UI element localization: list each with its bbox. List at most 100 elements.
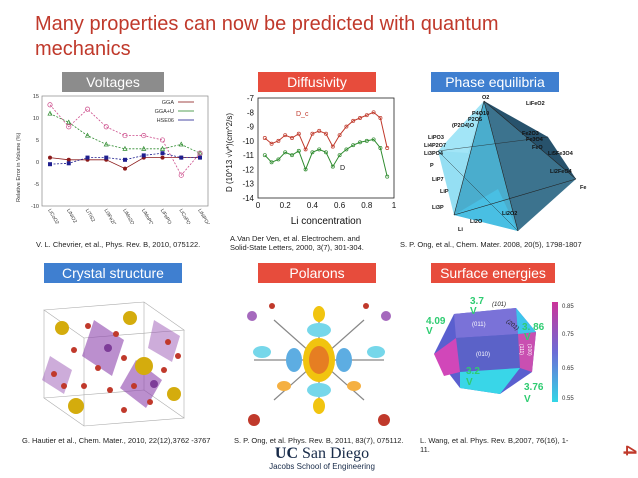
data-point xyxy=(296,148,301,153)
top-unit: V xyxy=(470,306,477,317)
data-point xyxy=(178,141,184,147)
facet-010: (010) xyxy=(476,352,490,358)
x-tick-label: 0.2 xyxy=(280,201,292,210)
crystal-structure-label: Crystal structure xyxy=(44,263,182,283)
legend-label: GGA xyxy=(162,100,175,106)
data-point xyxy=(378,146,383,150)
left-value: 4.09 xyxy=(426,316,446,327)
data-point xyxy=(283,150,288,155)
data-point xyxy=(66,157,71,162)
data-point xyxy=(269,141,274,146)
data-point xyxy=(371,110,376,115)
data-point xyxy=(179,155,184,160)
left-unit: V xyxy=(426,326,433,337)
data-point xyxy=(159,137,166,143)
data-point xyxy=(317,147,322,152)
top-facet: (101) xyxy=(492,302,506,308)
bottom-left-unit: V xyxy=(466,377,473,388)
annotation-dc: D_c xyxy=(296,111,309,118)
data-point xyxy=(104,155,109,160)
data-point xyxy=(330,144,335,149)
data-point xyxy=(48,162,52,167)
data-point xyxy=(48,155,52,160)
data-point xyxy=(276,138,281,143)
data-point xyxy=(324,131,328,136)
data-point xyxy=(197,150,203,156)
y-tick-label: 0 xyxy=(36,160,39,166)
x-tick-label: 0.8 xyxy=(361,201,373,210)
data-point xyxy=(337,153,342,158)
voltages-chart: Relative Error in Volume (%) 15 10 5 0 -5 -10… xyxy=(16,94,211,224)
data-point xyxy=(378,116,383,120)
y-tick-label: -11 xyxy=(243,151,255,160)
phase-label: P2O5 xyxy=(468,117,482,123)
data-point xyxy=(198,155,202,160)
x-tick-label: LiFePO4 xyxy=(159,208,174,224)
y-tick-label: -5 xyxy=(34,182,39,188)
y-tick-label: -9 xyxy=(247,123,255,132)
data-point xyxy=(160,151,165,156)
x-tick-label: LiNiPO4 xyxy=(196,208,211,224)
polarons-citation: S. P. Ong, et al. Phys. Rev. B, 2011, 83… xyxy=(234,436,404,445)
y-tick-label: 5 xyxy=(36,138,39,144)
data-point xyxy=(371,137,376,142)
surface-energies-image: 0.85 0.75 0.65 0.55 3.7 V (101) 4.09 V 3. 8… xyxy=(426,296,574,405)
bottom-right-value: 3.76 xyxy=(524,382,544,393)
data-point xyxy=(351,143,356,148)
facet-011: (011) xyxy=(472,322,486,328)
data-point xyxy=(344,124,349,129)
top-value: 3.7 xyxy=(470,296,484,307)
surface-energies-label: Surface energies xyxy=(431,263,555,283)
phase-label: FeO xyxy=(532,145,543,151)
y-tick-label: 10 xyxy=(33,116,39,122)
diffusivity-chart: D (10^13 √ν*)(cm^2/s) Li concentration -… xyxy=(225,94,397,227)
legend-label: GGA+U xyxy=(155,109,174,115)
data-point xyxy=(317,128,322,133)
data-point xyxy=(364,113,369,118)
data-point xyxy=(47,110,53,116)
y-tick-label: 15 xyxy=(33,94,39,100)
phase-equilibria-citation: S. P. Ong, et al., Chem. Mater. 2008, 20… xyxy=(400,240,582,249)
data-point xyxy=(344,147,349,152)
data-point xyxy=(303,167,308,172)
data-point xyxy=(351,118,356,123)
y-tick-label: -12 xyxy=(242,165,254,174)
data-point xyxy=(283,133,288,138)
phase-label: O2 xyxy=(482,95,489,101)
voltages-citation: V. L. Chevrier, et al., Phys. Rev. B, 20… xyxy=(36,240,201,249)
data-point xyxy=(122,145,128,151)
data-point xyxy=(84,132,91,138)
data-point xyxy=(141,153,146,158)
x-tick-label: 0.4 xyxy=(307,201,319,210)
data-point xyxy=(123,157,127,162)
diffusivity-citation: A.Van Der Ven, et al. Electrochem. and S… xyxy=(230,234,364,252)
data-point xyxy=(262,136,267,140)
legend-label: HSE06 xyxy=(157,118,174,124)
x-tick-label: LiCoPO4 xyxy=(178,208,193,224)
series-line xyxy=(264,138,388,177)
data-point xyxy=(324,150,328,155)
series-line xyxy=(264,111,388,151)
data-point xyxy=(47,102,53,108)
facet-111: (111) xyxy=(518,344,524,355)
x-tick-label: LiNiO2 xyxy=(65,208,78,224)
y-tick-label: -7 xyxy=(247,94,255,103)
data-point xyxy=(296,131,301,136)
right-value: 3. 86 xyxy=(522,322,545,333)
data-point xyxy=(103,124,109,130)
voltages-label: Voltages xyxy=(62,72,164,92)
data-point xyxy=(269,160,274,165)
crystal-structure-image xyxy=(42,301,185,427)
data-point xyxy=(123,166,127,171)
x-tick-label: 0.6 xyxy=(334,201,346,210)
phase-label: Li4P2O7 xyxy=(424,143,446,149)
phase-label: (P2O4)O xyxy=(452,123,475,129)
series-line xyxy=(49,113,201,154)
phase-label: P xyxy=(430,163,434,169)
right-unit: V xyxy=(524,332,531,343)
polarons-image xyxy=(247,303,391,426)
data-point xyxy=(197,150,203,156)
phase-label: Fe xyxy=(580,185,586,191)
data-point xyxy=(385,146,390,150)
